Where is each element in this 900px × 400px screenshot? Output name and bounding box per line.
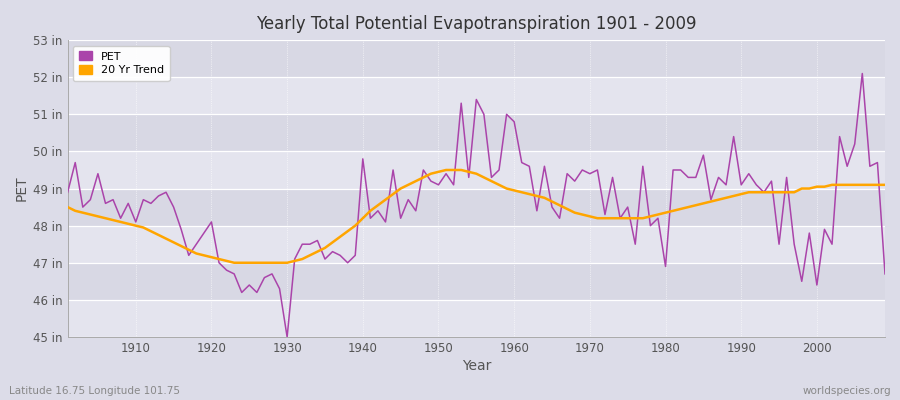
Text: Latitude 16.75 Longitude 101.75: Latitude 16.75 Longitude 101.75 bbox=[9, 386, 180, 396]
Bar bbox=[68, 77, 885, 114]
PET bbox=[282, 334, 292, 339]
PET bbox=[62, 190, 73, 195]
PET bbox=[122, 201, 133, 206]
20 Yr Trend bbox=[879, 182, 890, 187]
20 Yr Trend bbox=[517, 190, 527, 195]
PET bbox=[857, 71, 868, 76]
PET bbox=[508, 119, 519, 124]
PET bbox=[608, 175, 618, 180]
PET bbox=[517, 160, 527, 165]
Bar bbox=[68, 226, 885, 263]
Bar bbox=[68, 263, 885, 300]
PET bbox=[342, 260, 353, 265]
20 Yr Trend bbox=[229, 260, 239, 265]
Bar bbox=[68, 152, 885, 188]
20 Yr Trend bbox=[297, 257, 308, 262]
Text: worldspecies.org: worldspecies.org bbox=[803, 386, 891, 396]
X-axis label: Year: Year bbox=[462, 359, 491, 373]
Y-axis label: PET: PET bbox=[15, 176, 29, 201]
20 Yr Trend bbox=[524, 192, 535, 196]
20 Yr Trend bbox=[615, 216, 626, 221]
Legend: PET, 20 Yr Trend: PET, 20 Yr Trend bbox=[73, 46, 170, 81]
Title: Yearly Total Potential Evapotranspiration 1901 - 2009: Yearly Total Potential Evapotranspiratio… bbox=[256, 15, 697, 33]
Bar bbox=[68, 40, 885, 77]
20 Yr Trend bbox=[342, 229, 353, 234]
20 Yr Trend bbox=[62, 205, 73, 210]
PET bbox=[879, 272, 890, 276]
Bar bbox=[68, 300, 885, 337]
20 Yr Trend bbox=[122, 221, 133, 226]
Bar bbox=[68, 188, 885, 226]
PET bbox=[297, 242, 308, 247]
Line: PET: PET bbox=[68, 74, 885, 337]
Bar bbox=[68, 114, 885, 152]
Line: 20 Yr Trend: 20 Yr Trend bbox=[68, 170, 885, 263]
20 Yr Trend bbox=[441, 168, 452, 172]
